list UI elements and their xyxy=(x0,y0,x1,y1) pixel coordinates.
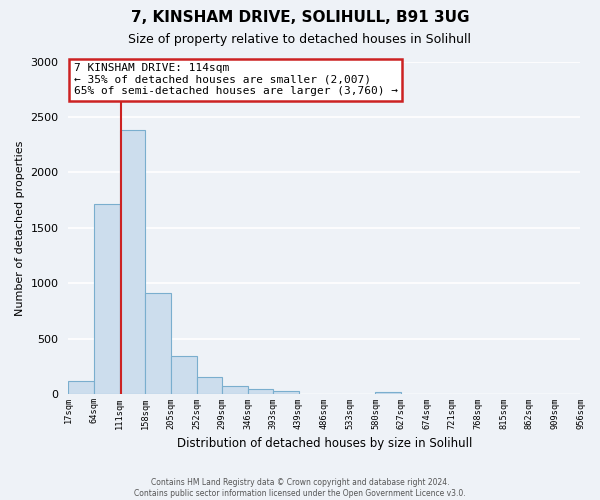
Bar xyxy=(145,294,171,394)
Text: Size of property relative to detached houses in Solihull: Size of property relative to detached ho… xyxy=(128,32,472,46)
Text: Contains HM Land Registry data © Crown copyright and database right 2024.
Contai: Contains HM Land Registry data © Crown c… xyxy=(134,478,466,498)
Bar xyxy=(274,391,299,394)
X-axis label: Distribution of detached houses by size in Solihull: Distribution of detached houses by size … xyxy=(177,437,472,450)
Bar xyxy=(248,390,274,394)
Y-axis label: Number of detached properties: Number of detached properties xyxy=(15,140,25,316)
Bar xyxy=(119,130,145,394)
Bar xyxy=(94,204,119,394)
Bar xyxy=(222,386,248,394)
Text: 7, KINSHAM DRIVE, SOLIHULL, B91 3UG: 7, KINSHAM DRIVE, SOLIHULL, B91 3UG xyxy=(131,10,469,25)
Bar xyxy=(197,377,222,394)
Bar xyxy=(171,356,197,395)
Text: 7 KINSHAM DRIVE: 114sqm
← 35% of detached houses are smaller (2,007)
65% of semi: 7 KINSHAM DRIVE: 114sqm ← 35% of detache… xyxy=(74,63,398,96)
Bar xyxy=(376,392,401,394)
Bar xyxy=(68,381,94,394)
